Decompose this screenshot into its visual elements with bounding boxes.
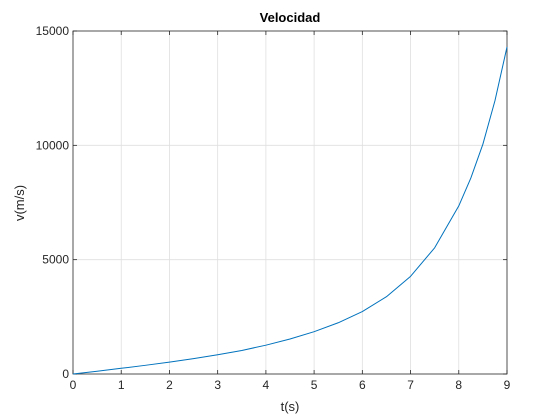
plot-frame — [72, 30, 508, 375]
x-tick-label: 2 — [166, 378, 173, 392]
x-tick-label: 1 — [118, 378, 125, 392]
x-tick-label: 5 — [311, 378, 318, 392]
axis-ticks: 0 1 2 3 4 5 6 7 8 9 0 5000 10000 15000 — [36, 24, 511, 392]
x-tick-label: 3 — [214, 378, 221, 392]
x-tick-label: 6 — [359, 378, 366, 392]
x-axis-label: t(s) — [281, 399, 300, 414]
x-tick-label: 9 — [504, 378, 511, 392]
x-tick-label: 7 — [407, 378, 414, 392]
y-tick-label: 15000 — [36, 24, 70, 38]
x-tick-label: 8 — [455, 378, 462, 392]
series-layer — [72, 46, 508, 375]
y-axis-label: v(m/s) — [12, 185, 27, 221]
chart-title: Velocidad — [260, 10, 321, 25]
velocity-line — [72, 46, 508, 375]
x-tick-label: 4 — [263, 378, 270, 392]
y-tick-label: 0 — [62, 367, 69, 381]
x-tick-label: 0 — [70, 378, 77, 392]
y-tick-label: 5000 — [42, 253, 69, 267]
y-tick-label: 10000 — [36, 138, 70, 152]
grid-lines — [73, 31, 507, 374]
